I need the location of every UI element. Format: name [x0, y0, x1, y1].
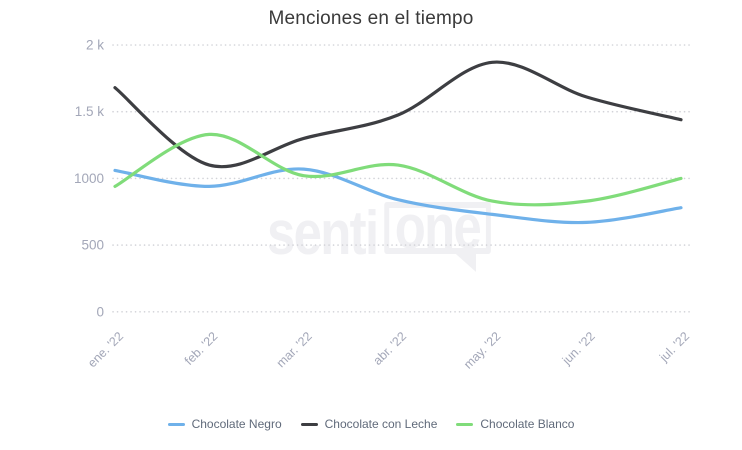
- legend-item-chocolate-blanco[interactable]: Chocolate Blanco: [456, 417, 574, 431]
- legend-marker-icon: [300, 422, 318, 426]
- y-tick-label: 0: [96, 304, 104, 319]
- y-tick-label: 1000: [74, 171, 104, 186]
- series-line-chocolate-con-leche[interactable]: [113, 60, 683, 169]
- y-tick-label: 1.5 k: [75, 104, 105, 119]
- x-tick-label: mar. '22: [274, 329, 315, 370]
- x-tick-label: may. '22: [461, 329, 503, 371]
- series-line-chocolate-blanco[interactable]: [113, 132, 683, 207]
- y-tick-label: 500: [81, 238, 104, 253]
- chart-legend: Chocolate Negro Chocolate con Leche Chocol…: [0, 417, 742, 431]
- legend-label: Chocolate Blanco: [480, 417, 575, 431]
- x-tick-label: abr. '22: [370, 329, 409, 368]
- legend-label: Chocolate con Leche: [324, 417, 438, 431]
- x-tick-label: jun. '22: [559, 329, 598, 368]
- x-tick-label: jul. '22: [656, 329, 692, 365]
- legend-label: Chocolate Negro: [191, 417, 282, 431]
- chart-title: Menciones en el tiempo: [268, 8, 474, 29]
- x-tick-label: ene. '22: [85, 329, 126, 370]
- y-tick-label: 2 k: [86, 38, 104, 53]
- x-tick-label: feb. '22: [182, 329, 221, 368]
- legend-item-chocolate-con-leche[interactable]: Chocolate con Leche: [300, 417, 438, 431]
- legend-marker-icon: [456, 422, 474, 426]
- series-line-chocolate-negro[interactable]: [113, 167, 683, 225]
- legend-item-chocolate-negro[interactable]: Chocolate Negro: [167, 417, 282, 431]
- legend-marker-icon: [167, 422, 185, 426]
